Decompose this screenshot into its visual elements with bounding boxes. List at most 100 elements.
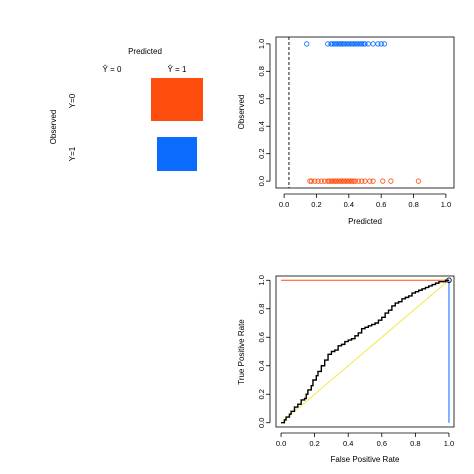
scatter-point-observed-0	[346, 178, 352, 184]
roc-x-tick-label: 0.4	[343, 439, 353, 448]
scatter-point-observed-1	[342, 41, 349, 47]
scatter-point-observed-0	[331, 178, 337, 184]
scatter-point-observed-0	[315, 178, 321, 184]
scatter-point-observed-1	[333, 41, 339, 47]
scatter-point-observed-1	[325, 41, 331, 47]
scatter-point-observed-0	[344, 178, 350, 184]
scatter-point-observed-1	[346, 41, 352, 47]
scatter-point-observed-0	[367, 178, 373, 184]
scatter-panel: 0.0 0.2 0.4 0.6 0.8 1.0 0.0 0.2 0.4 0.6 0.8 1.0 Pr…	[237, 36, 455, 226]
scatter-point-observed-0	[415, 178, 421, 184]
scatter-point-observed-1	[359, 41, 365, 47]
roc-x-axis: 0.0 0.2 0.4 0.6 0.8 1.0	[276, 432, 454, 448]
scatter-point-observed-1	[336, 41, 342, 47]
scatter-point-observed-0	[370, 178, 376, 184]
scatter-point-observed-1	[349, 41, 355, 47]
scatter-point-observed-1	[341, 41, 347, 47]
scatter-point-observed-0	[388, 178, 394, 184]
scatter-plot-frame	[275, 36, 455, 189]
scatter-point-observed-1	[347, 41, 354, 47]
scatter-point-observed-0	[338, 178, 344, 184]
scatter-point-observed-0	[352, 178, 358, 184]
scatter-y-tick-label: 1.0	[257, 39, 266, 49]
confusion-col-label-0: Ŷ = 0	[103, 65, 122, 74]
scatter-point-observed-0	[342, 178, 349, 184]
scatter-point-observed-0	[330, 178, 336, 184]
scatter-point-observed-1	[328, 41, 334, 47]
scatter-y-tick-label: 0.4	[257, 121, 266, 131]
scatter-point-observed-1	[375, 41, 381, 47]
scatter-point-observed-0	[326, 178, 332, 184]
confusion-col-label-1: Ŷ = 1	[168, 65, 187, 74]
scatter-point-observed-1	[362, 41, 368, 47]
roc-diagonal-line	[280, 279, 450, 424]
roc-y-tick-label: 0.8	[257, 304, 266, 314]
scatter-point-observed-1	[338, 41, 344, 47]
scatter-x-tick-label: 0.4	[344, 200, 354, 209]
confusion-tile-observed-0	[151, 78, 203, 121]
scatter-y-tick-label: 0.2	[257, 148, 266, 158]
scatter-point-observed-0	[355, 178, 362, 184]
roc-y-tick-label: 0.6	[257, 332, 266, 342]
scatter-point-observed-0	[336, 178, 342, 184]
scatter-point-observed-0	[339, 178, 345, 184]
roc-panel: 0.0 0.2 0.4 0.6 0.8 1.0 0.0 0.2 0.4 0.6 0.8 1.0 Fa…	[237, 275, 455, 464]
scatter-point-observed-1	[354, 41, 360, 47]
roc-x-tick-label: 0.0	[276, 439, 286, 448]
scatter-point-observed-1	[357, 41, 363, 47]
scatter-y-tick-label: 0.8	[257, 66, 266, 76]
scatter-point-observed-1	[381, 41, 388, 47]
scatter-ylabel: Observed	[237, 95, 246, 130]
scatter-point-observed-1	[344, 41, 350, 47]
scatter-y-tick-label: 0.6	[257, 94, 266, 104]
scatter-x-tick-label: 0.2	[311, 200, 321, 209]
scatter-point-observed-1	[378, 41, 384, 47]
scatter-point-observed-1	[304, 41, 310, 47]
scatter-x-tick-label: 1.0	[441, 200, 451, 209]
scatter-point-observed-0	[349, 178, 355, 184]
roc-y-tick-label: 1.0	[257, 275, 266, 285]
confusion-ylabel: Observed	[49, 110, 58, 145]
confusion-xlabel: Predicted	[128, 47, 162, 56]
scatter-point-observed-0	[347, 178, 354, 184]
scatter-point-observed-0	[351, 178, 357, 184]
scatter-x-tick-label: 0.6	[376, 200, 386, 209]
scatter-point-observed-0	[380, 178, 386, 184]
scatter-point-observed-0	[325, 178, 331, 184]
scatter-point-observed-0	[312, 178, 318, 184]
scatter-point-observed-1	[370, 41, 376, 47]
roc-plot-frame	[275, 275, 455, 428]
scatter-point-observed-1	[355, 41, 362, 47]
scatter-x-axis: 0.0 0.2 0.4 0.6 0.8 1.0	[279, 193, 451, 209]
roc-x-tick-label: 0.2	[309, 439, 319, 448]
scatter-point-observed-1	[331, 41, 337, 47]
scatter-point-observed-0	[334, 178, 341, 184]
scatter-point-observed-1	[365, 41, 371, 47]
scatter-point-observed-0	[321, 178, 328, 184]
scatter-point-observed-1	[360, 41, 366, 47]
roc-y-axis: 0.0 0.2 0.4 0.6 0.8 1.0	[257, 275, 271, 428]
scatter-x-tick-label: 0.8	[408, 200, 418, 209]
roc-endpoint-marker	[446, 277, 452, 284]
scatter-point-observed-1	[339, 41, 345, 47]
confusion-tile-observed-1	[157, 137, 197, 171]
scatter-point-observed-1	[351, 41, 357, 47]
roc-y-tick-label: 0.2	[257, 389, 266, 399]
roc-x-tick-label: 0.8	[410, 439, 420, 448]
scatter-point-observed-0	[341, 178, 347, 184]
scatter-point-observed-1	[330, 41, 336, 47]
roc-y-tick-label: 0.0	[257, 418, 266, 428]
roc-ylabel: True Positive Rate	[237, 319, 246, 385]
scatter-point-observed-0	[307, 178, 313, 184]
roc-x-tick-label: 0.6	[377, 439, 387, 448]
scatter-x-tick-label: 0.0	[279, 200, 289, 209]
scatter-point-observed-1	[334, 41, 341, 47]
scatter-point-observed-0	[333, 178, 339, 184]
scatter-xlabel: Predicted	[348, 217, 382, 226]
scatter-y-axis: 0.0 0.2 0.4 0.6 0.8 1.0	[257, 39, 271, 186]
scatter-points	[304, 41, 421, 184]
scatter-point-observed-1	[352, 41, 358, 47]
scatter-y-tick-label: 0.0	[257, 176, 266, 186]
roc-xlabel: False Positive Rate	[331, 455, 400, 464]
